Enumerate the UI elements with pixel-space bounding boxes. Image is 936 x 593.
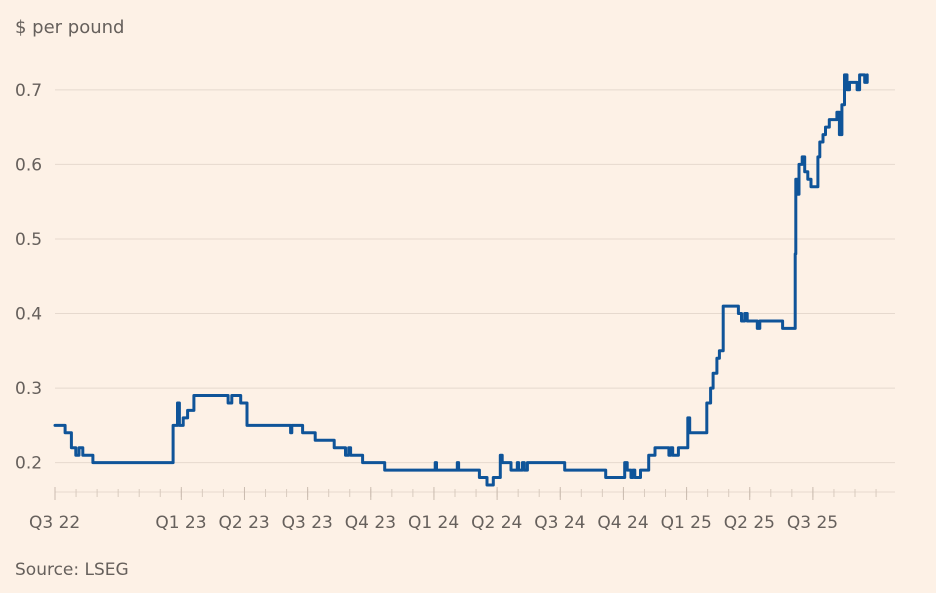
- x-tick-label: Q3 23: [282, 513, 333, 533]
- y-axis-label: $ per pound: [15, 17, 125, 38]
- y-tick-label: 0.3: [15, 379, 42, 399]
- x-tick-label: Q1 24: [408, 513, 459, 533]
- source-note: Source: LSEG: [15, 560, 129, 580]
- x-tick-label: Q4 24: [597, 513, 648, 533]
- x-tick-label: Q2 25: [724, 513, 775, 533]
- y-tick-label: 0.4: [15, 305, 42, 325]
- price-series-line: [53, 73, 869, 487]
- y-tick-label: 0.7: [15, 81, 42, 101]
- y-tick-label: 0.2: [15, 454, 42, 474]
- y-tick-label: 0.6: [15, 155, 42, 175]
- x-tick-label: Q2 24: [471, 513, 522, 533]
- x-tick-label: Q2 23: [218, 513, 269, 533]
- x-tick-label: Q4 23: [345, 513, 396, 533]
- x-tick-label: Q3 25: [787, 513, 838, 533]
- x-tick-label: Q1 23: [155, 513, 206, 533]
- y-tick-label: 0.5: [15, 230, 42, 250]
- x-tick-label: Q3 22: [29, 513, 80, 533]
- x-tick-label: Q3 24: [534, 513, 585, 533]
- x-tick-label: Q1 25: [661, 513, 712, 533]
